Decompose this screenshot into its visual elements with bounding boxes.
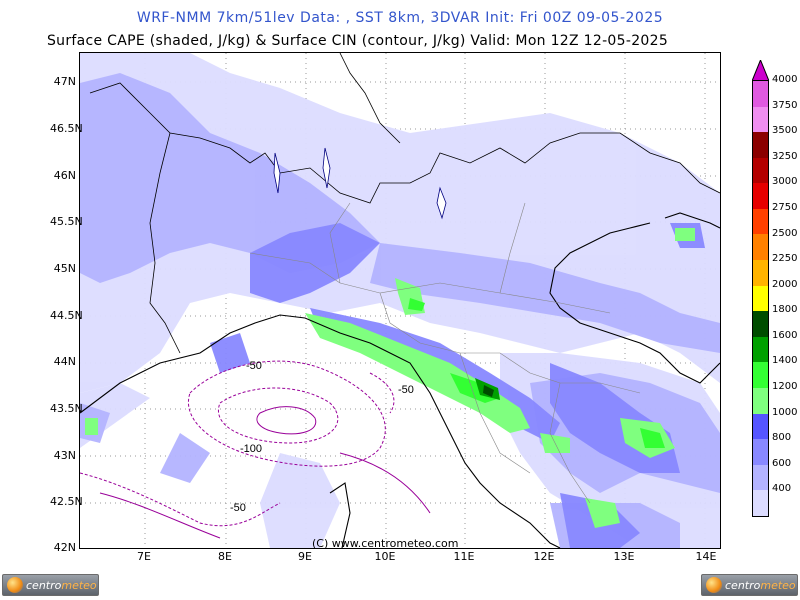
colorbar-segment (753, 362, 768, 388)
colorbar-label: 1600 (772, 329, 798, 341)
centrometeo-logo-left[interactable]: centrometeo (2, 574, 99, 596)
lon-label: 8E (218, 550, 232, 563)
colorbar-segment (753, 81, 768, 107)
colorbar-segment (753, 208, 768, 235)
colorbar-label: 400 (772, 483, 792, 495)
lon-label: 14E (695, 550, 717, 563)
map-frame: -50 -50 -100 -50 (79, 52, 721, 549)
colorbar-segment (753, 311, 768, 337)
lat-label: 45.5N (50, 215, 83, 228)
colorbar-segment (753, 157, 768, 184)
lakes (273, 147, 447, 220)
cin-label-1: -50 (246, 360, 262, 372)
colorbar-label: 600 (772, 457, 792, 469)
region-borders (249, 202, 641, 504)
lat-label: 43N (53, 449, 76, 462)
lat-label: 42.5N (50, 495, 83, 508)
lon-label: 12E (533, 550, 555, 563)
lat-label: 46.5N (50, 122, 83, 135)
lat-label: 44.5N (50, 309, 83, 322)
globe-icon (706, 577, 722, 593)
lat-label: 47N (53, 75, 76, 88)
colorbar-segment (753, 234, 768, 261)
colorbar-segment (753, 413, 768, 440)
colorbar-segment (753, 183, 768, 209)
colorbar (752, 80, 769, 517)
cin-label-3: -100 (240, 443, 262, 455)
lon-label: 7E (137, 550, 151, 563)
lat-label: 42N (53, 541, 76, 554)
lon-label: 13E (613, 550, 635, 563)
cin-contours (80, 360, 431, 539)
colorbar-segment (753, 387, 768, 414)
colorbar-label: 3500 (772, 125, 798, 137)
colorbar-label: 3250 (772, 150, 798, 162)
map-svg: -50 -50 -100 -50 (80, 53, 720, 548)
chart-title-line2: Surface CAPE (shaded, J/kg) & Surface CI… (47, 33, 669, 49)
colorbar-label: 4000 (772, 74, 798, 85)
lon-label: 10E (374, 550, 396, 563)
colorbar-label: 3750 (772, 99, 798, 111)
colorbar-label: 1400 (772, 355, 798, 367)
logo-text: centrometeo (725, 578, 796, 592)
colorbar-segment (753, 285, 768, 312)
lon-label: 9E (298, 550, 312, 563)
colorbar-label: 1800 (772, 304, 798, 316)
colorbar-label: 2250 (772, 253, 798, 265)
colorbar-segment (753, 106, 768, 133)
chart-title-line1: WRF-NMM 7km/51lev Data: , SST 8km, 3DVAR… (136, 10, 664, 26)
copyright-text: (C) www.centrometeo.com (312, 537, 459, 550)
colorbar-tip (752, 60, 769, 82)
colorbar-label: 800 (772, 432, 792, 444)
colorbar-label: 2750 (772, 201, 798, 213)
lat-label: 46N (53, 169, 76, 182)
centrometeo-logo-right[interactable]: centrometeo (701, 574, 798, 596)
country-borders (89, 53, 720, 354)
cape-1600-shading (483, 385, 494, 397)
colorbar-label: 1200 (772, 381, 798, 393)
lat-label: 45N (53, 262, 76, 275)
colorbar-label: 2000 (772, 278, 798, 290)
cin-label-2: -50 (398, 384, 414, 396)
lon-label: 11E (453, 550, 475, 563)
logo-text: centrometeo (26, 578, 97, 592)
cin-labels: -50 -50 -100 -50 (230, 360, 414, 514)
globe-icon (7, 577, 23, 593)
colorbar-segment (753, 260, 768, 286)
colorbar-label: 2500 (772, 227, 798, 239)
colorbar-segment (753, 132, 768, 158)
lat-label: 44N (53, 355, 76, 368)
colorbar-label: 1000 (772, 406, 798, 418)
colorbar-segment (753, 336, 768, 363)
colorbar-segment (753, 490, 768, 516)
colorbar-segment (753, 464, 768, 491)
lat-label: 43.5N (50, 402, 83, 415)
colorbar-segment (753, 439, 768, 465)
colorbar-label: 3000 (772, 176, 798, 188)
coastlines (80, 212, 720, 548)
cin-label-4: -50 (230, 502, 246, 514)
